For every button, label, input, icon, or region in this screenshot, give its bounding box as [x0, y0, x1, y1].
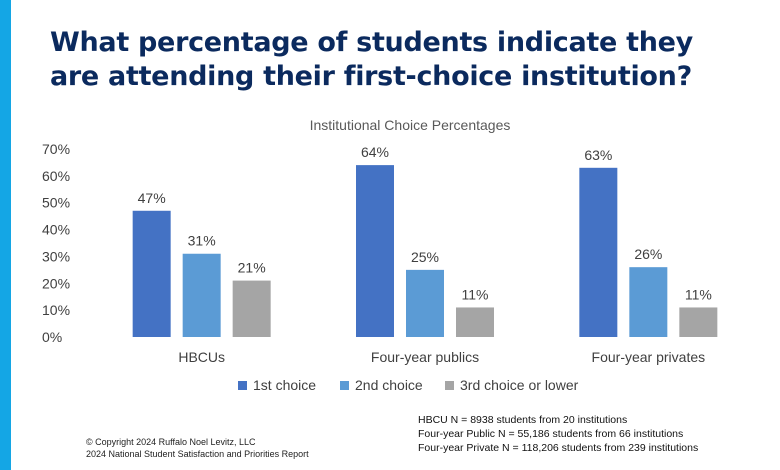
data-label: 26%	[634, 246, 662, 262]
x-category-label: HBCUs	[178, 349, 225, 365]
bar-1st-choice	[132, 210, 171, 337]
sample-size-hbcu: HBCU N = 8938 students from 20 instituti…	[418, 414, 628, 426]
data-label: 64%	[361, 144, 389, 160]
y-tick-label: 40%	[42, 222, 70, 238]
bar-1st-choice	[579, 167, 618, 337]
legend-label: 1st choice	[253, 377, 316, 393]
y-tick-label: 50%	[42, 195, 70, 211]
y-tick-label: 20%	[42, 275, 70, 291]
legend-label: 2nd choice	[355, 377, 423, 393]
copyright-text: © Copyright 2024 Ruffalo Noel Levitz, LL…	[86, 437, 256, 447]
y-tick-label: 0%	[42, 329, 62, 345]
report-name: 2024 National Student Satisfaction and P…	[86, 449, 309, 459]
bar-2nd-choice	[406, 269, 444, 337]
data-label: 21%	[238, 260, 266, 276]
legend-swatch	[445, 381, 454, 390]
data-label: 25%	[411, 249, 439, 265]
data-label: 63%	[584, 147, 612, 163]
y-tick-label: 70%	[42, 141, 70, 157]
page-title: What percentage of students indicate the…	[50, 27, 693, 92]
sample-size-private: Four-year Private N = 118,206 students f…	[418, 442, 699, 454]
copyright-footnote: © Copyright 2024 Ruffalo Noel Levitz, LL…	[86, 436, 309, 460]
bar-3rd-choice-or-lower	[232, 280, 271, 337]
data-label: 31%	[188, 233, 216, 249]
x-category-label: Four-year privates	[592, 349, 706, 365]
bar-2nd-choice	[629, 267, 668, 337]
data-label: 11%	[685, 286, 712, 302]
bar-3rd-choice-or-lower	[456, 307, 494, 337]
legend-swatch	[238, 381, 247, 390]
data-label: 11%	[462, 286, 489, 302]
data-label: 47%	[138, 190, 166, 206]
y-tick-label: 30%	[42, 248, 70, 264]
x-category-label: Four-year publics	[371, 349, 479, 365]
sample-size-notes: HBCU N = 8938 students from 20 instituti…	[418, 413, 698, 455]
bar-1st-choice	[356, 165, 394, 337]
bar-3rd-choice-or-lower	[679, 307, 718, 337]
y-tick-label: 60%	[42, 168, 70, 184]
legend-label: 3rd choice or lower	[460, 377, 579, 393]
bar-2nd-choice	[182, 253, 221, 337]
sample-size-public: Four-year Public N = 55,186 students fro…	[418, 428, 684, 440]
chart-title: Institutional Choice Percentages	[310, 117, 511, 133]
accent-bar	[0, 0, 11, 470]
legend-swatch	[340, 381, 349, 390]
y-tick-label: 10%	[42, 302, 70, 318]
